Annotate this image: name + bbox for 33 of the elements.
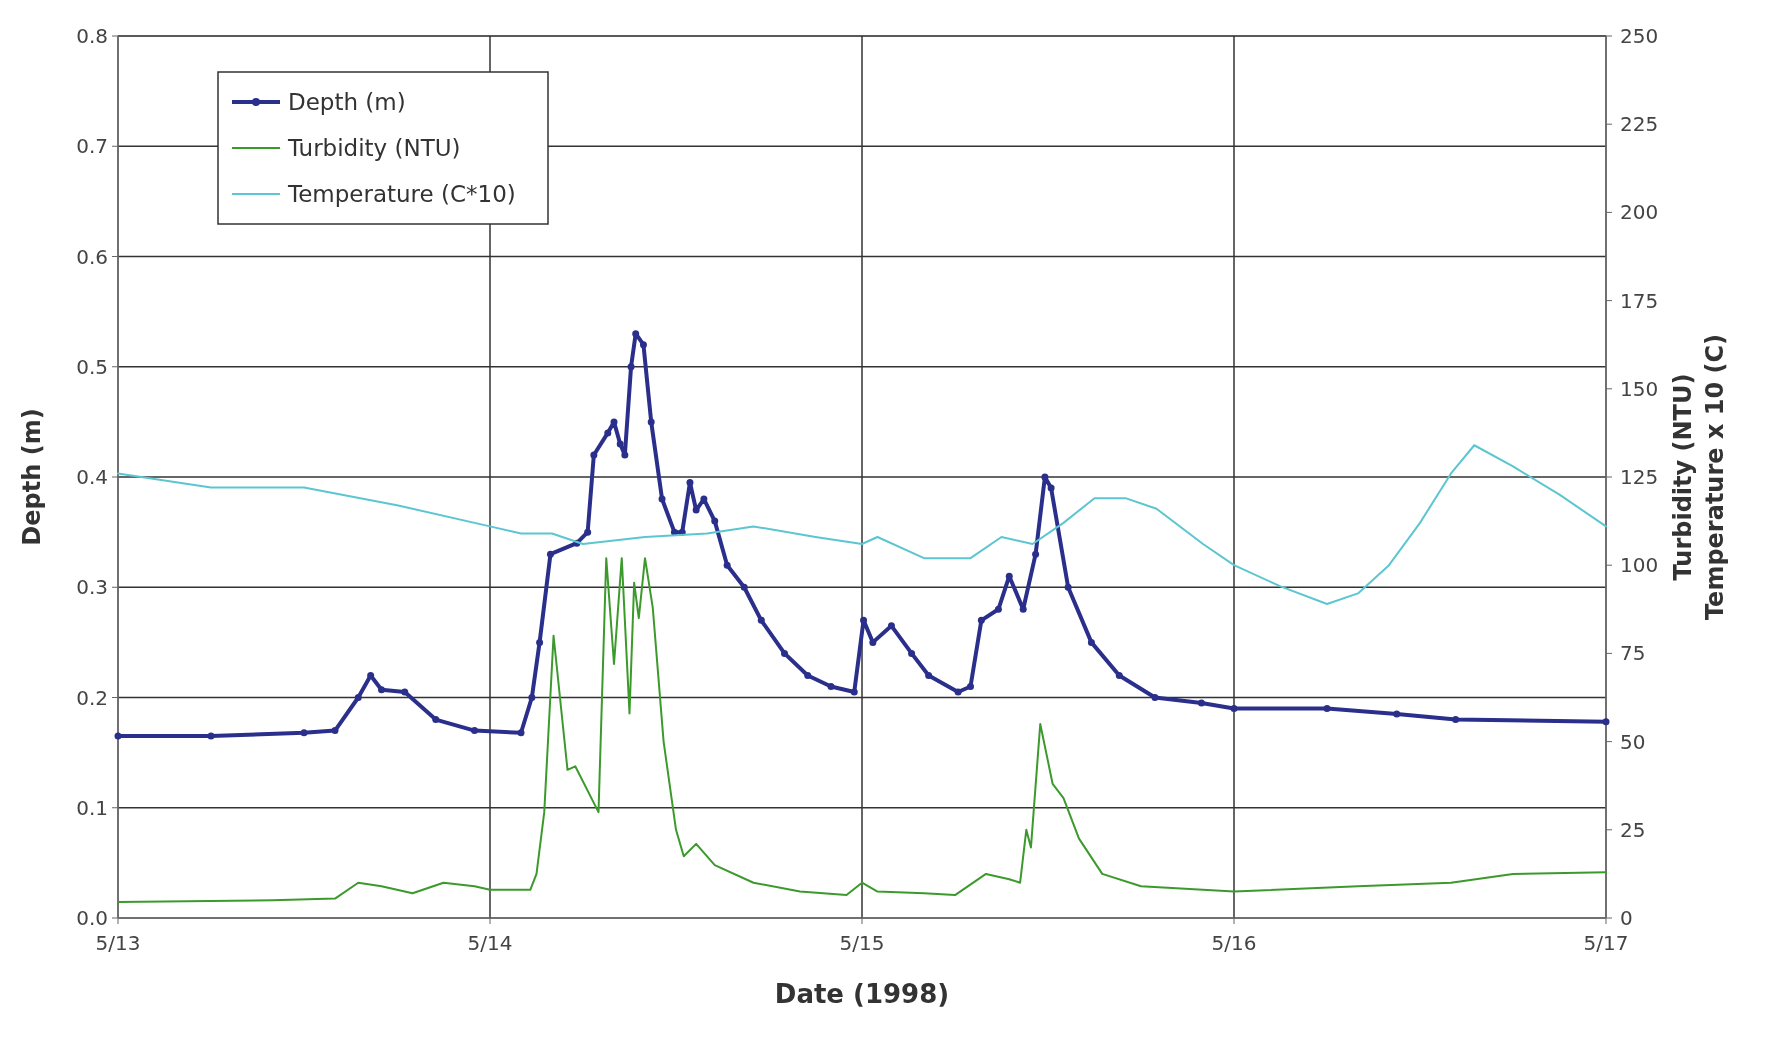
x-tick-label: 5/15 xyxy=(839,931,885,955)
x-tick-label: 5/17 xyxy=(1583,931,1629,955)
line-series xyxy=(117,557,1607,904)
y2-tick-label: 150 xyxy=(1620,376,1659,401)
y2-tick-label: 250 xyxy=(1620,24,1659,48)
y2-tick-label: 0 xyxy=(1620,906,1633,930)
legend-label: Temperature (C*10) xyxy=(287,181,516,208)
y-tick-label: 0.8 xyxy=(76,24,108,48)
x-tick-label: 5/14 xyxy=(467,931,513,955)
y-tick-label: 0.3 xyxy=(76,575,108,600)
y-tick-label: 0.0 xyxy=(76,906,108,930)
y2-tick-label: 25 xyxy=(1620,817,1646,842)
y2-tick-label: 75 xyxy=(1620,641,1646,666)
line-series xyxy=(117,444,1607,606)
legend-label: Turbidity (NTU) xyxy=(287,135,461,162)
y-axis-title: Depth (m) xyxy=(18,408,46,546)
y2-tick-label: 100 xyxy=(1620,553,1659,578)
y-tick-label: 0.7 xyxy=(76,134,108,159)
y2-tick-label: 225 xyxy=(1620,112,1659,137)
y-tick-label: 0.2 xyxy=(76,685,108,710)
y2-tick-label: 200 xyxy=(1620,200,1659,225)
y2-axis-title: Turbidity (NTU) Temperature x 10 (C) xyxy=(1669,333,1729,621)
y-tick-label: 0.6 xyxy=(76,244,108,269)
y-tick-label: 0.1 xyxy=(76,795,108,820)
y-tick-label: 0.4 xyxy=(76,465,108,489)
x-tick-label: 5/16 xyxy=(1211,931,1257,955)
y-tick-label: 0.5 xyxy=(76,354,108,379)
y2-tick-label: 125 xyxy=(1620,465,1659,489)
y2-tick-label: 175 xyxy=(1620,288,1659,313)
x-tick-label: 5/13 xyxy=(95,931,141,955)
legend-label: Depth (m) xyxy=(288,89,406,116)
y2-tick-label: 50 xyxy=(1620,729,1646,754)
x-axis-title: Date (1998) xyxy=(774,979,950,1009)
